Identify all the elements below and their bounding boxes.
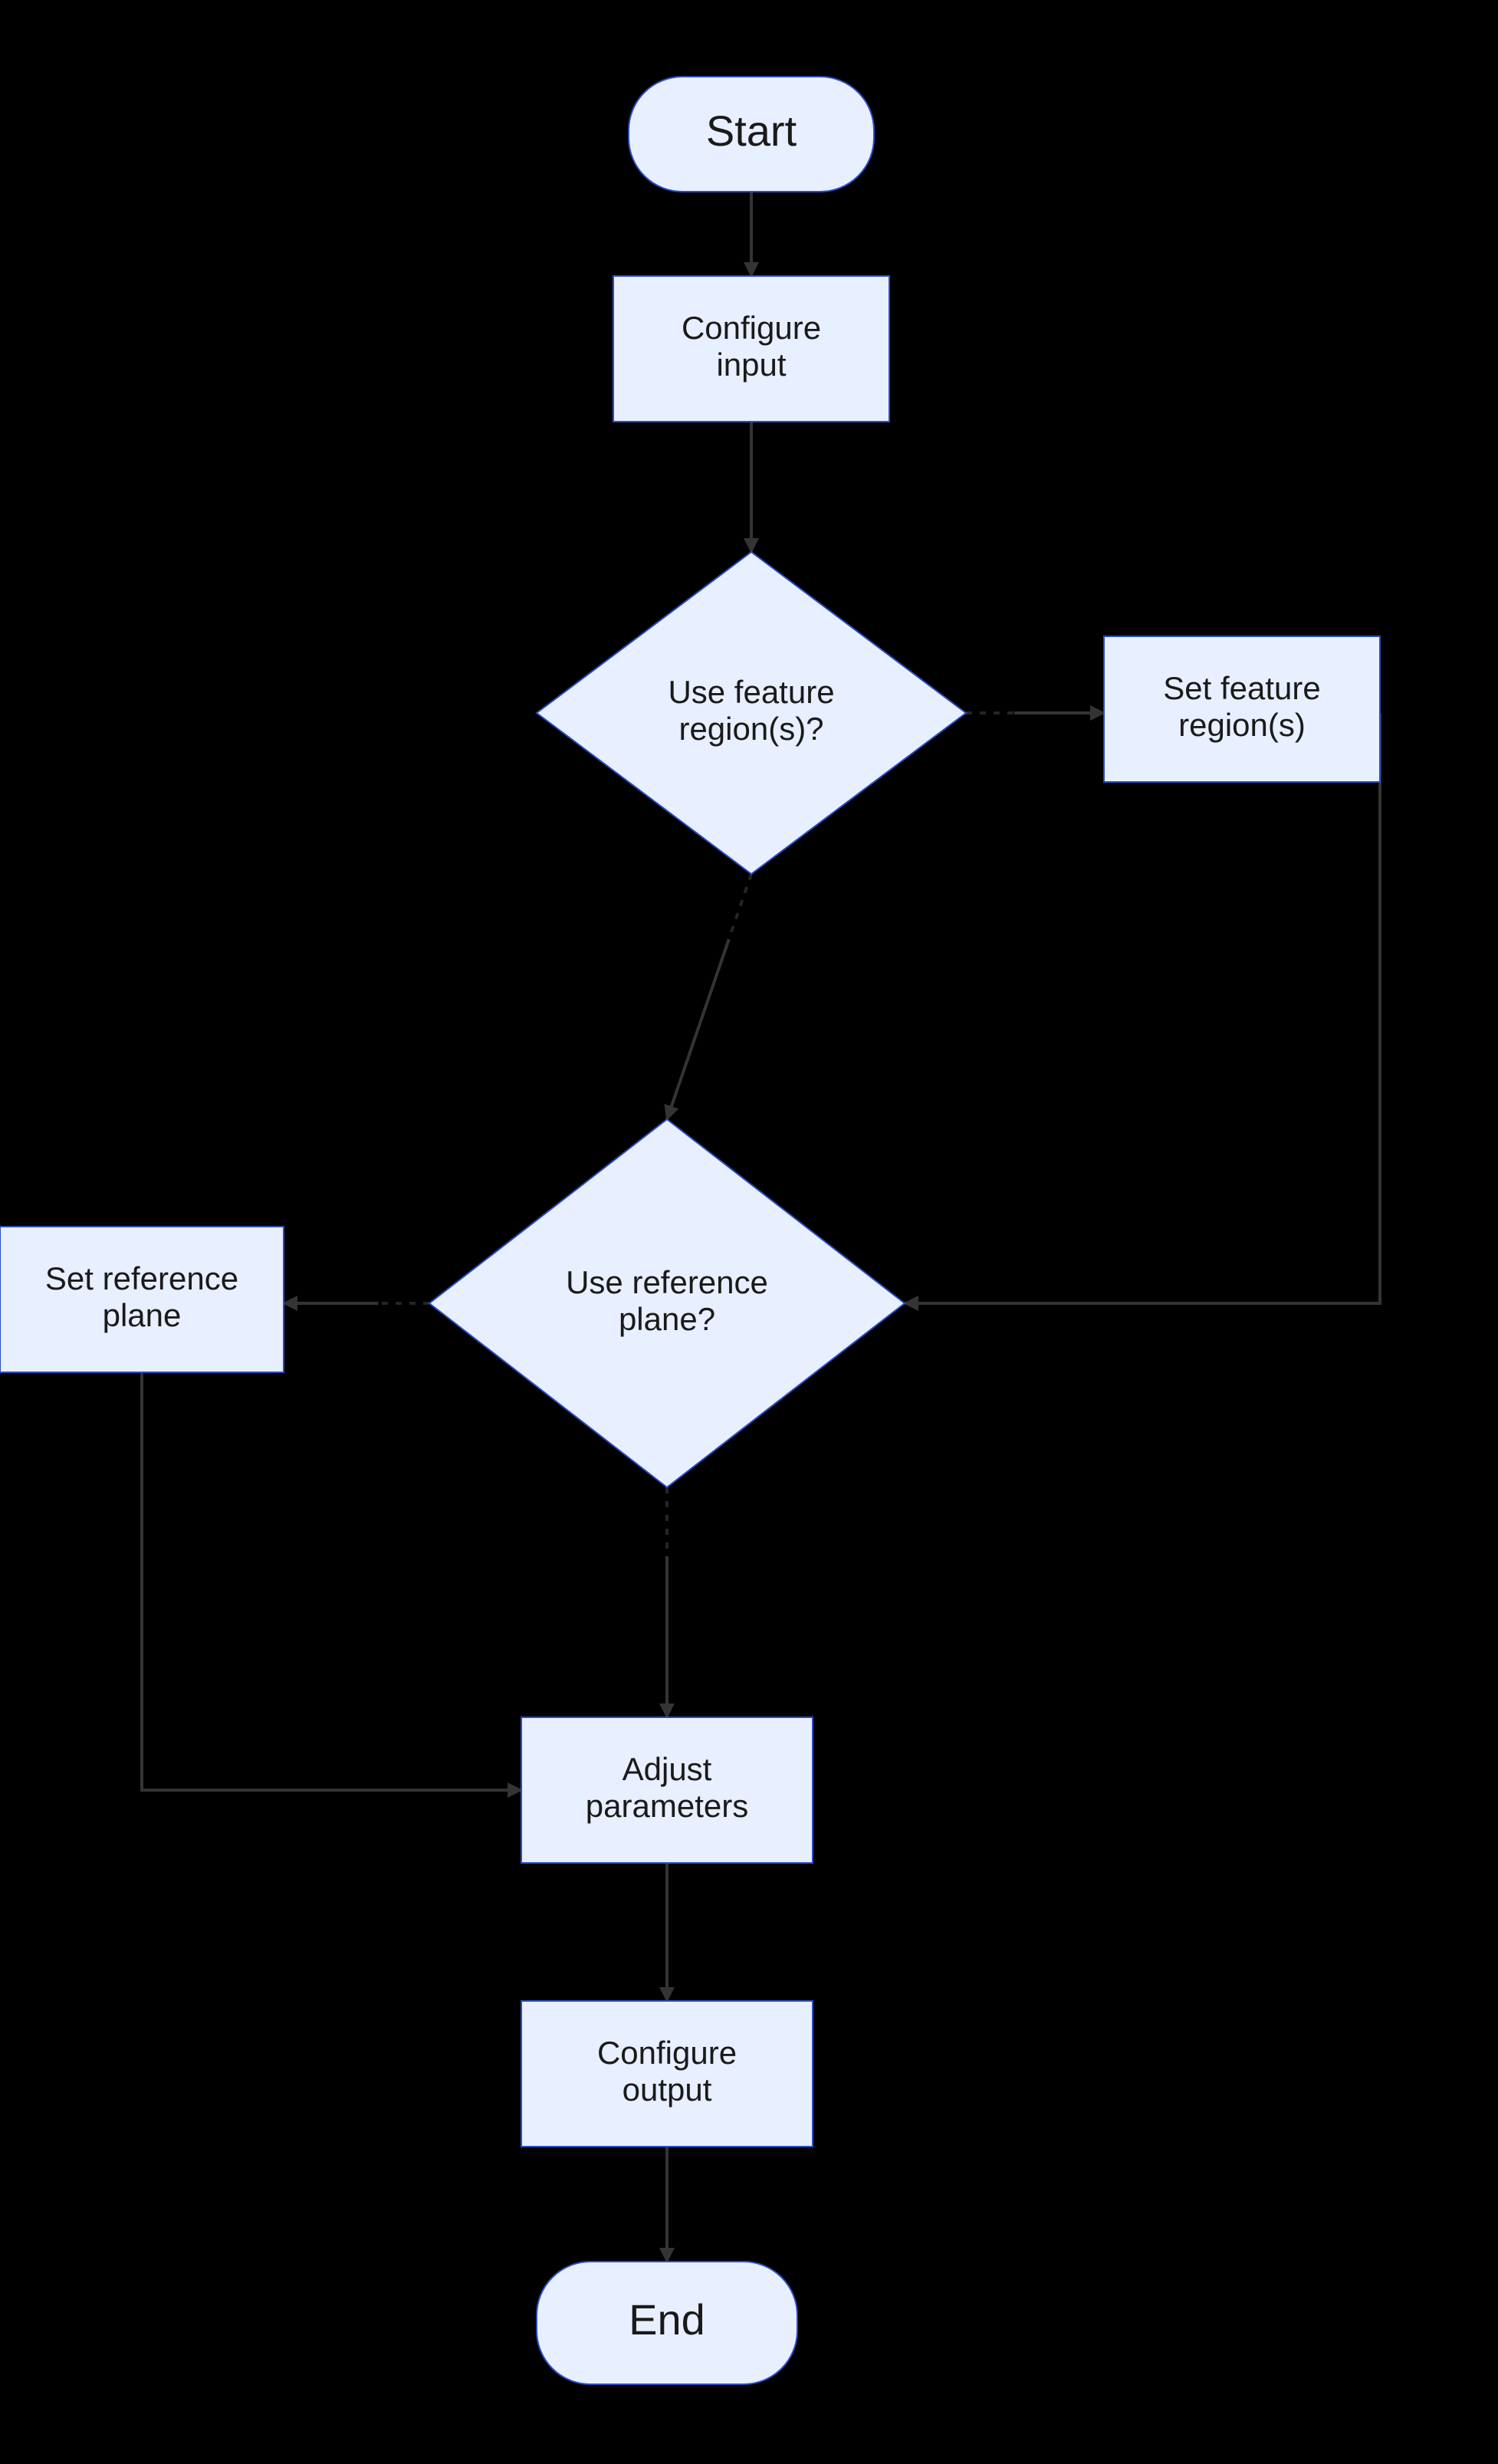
node-set_ref: Set referenceplane	[0, 1227, 284, 1372]
node-start: Start	[629, 77, 874, 192]
node-cfg_input: Configureinput	[613, 276, 889, 422]
flowchart-canvas: Start Configureinput Use featureregion(s)?…	[0, 0, 1498, 2464]
node-label: Use featureregion(s)?	[668, 674, 834, 747]
node-end: End	[537, 2262, 797, 2384]
node-adjust: Adjustparameters	[521, 1717, 813, 1863]
node-cfg_output: Configureoutput	[521, 2001, 813, 2147]
node-set_feature: Set featureregion(s)	[1104, 636, 1380, 782]
node-label: End	[629, 2295, 705, 2344]
node-label: Start	[706, 107, 797, 155]
node-label: Set featureregion(s)	[1163, 670, 1320, 743]
